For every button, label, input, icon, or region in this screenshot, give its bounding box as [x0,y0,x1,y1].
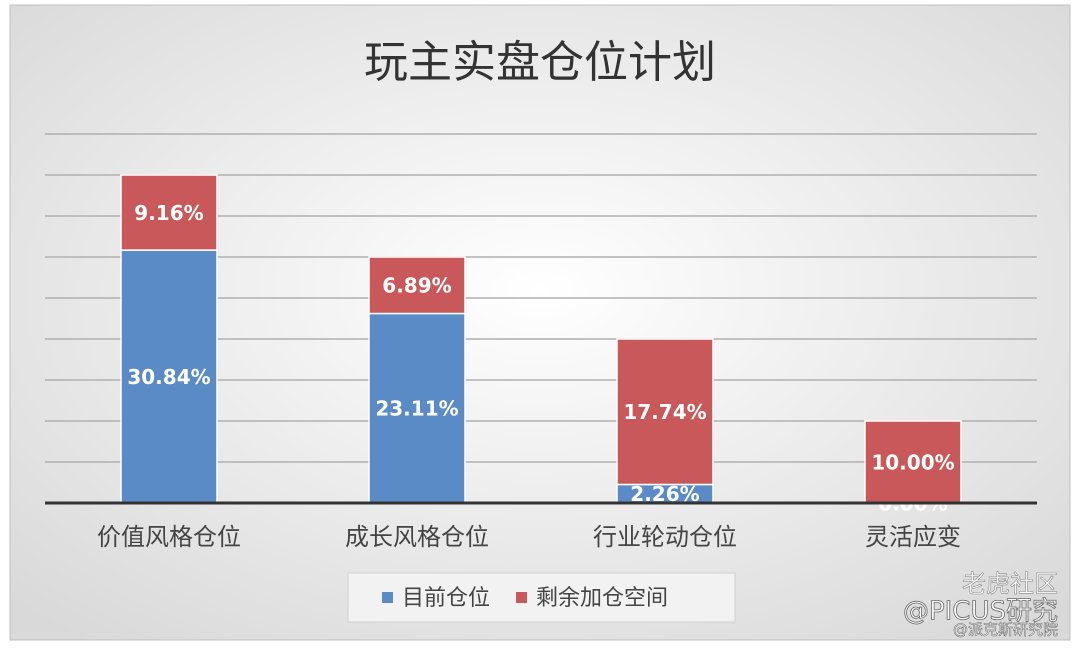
x-tick-label: 成长风格仓位 [345,523,489,551]
legend-box [347,572,736,623]
x-tick-label: 行业轮动仓位 [593,523,737,551]
chart-title: 玩主实盘仓位计划 [364,37,716,88]
data-label: 23.11% [375,397,458,421]
bar-segment [864,420,962,504]
data-label: 6.89% [382,274,451,298]
bar-segment [120,174,218,251]
data-label: 9.16% [134,201,203,225]
bar-segment [368,256,466,315]
x-tick-label: 灵活应变 [865,523,961,551]
bar-segment [616,338,714,486]
legend-swatch [382,592,393,603]
watermark: 老虎社区 [962,570,1058,598]
bar-segment [120,249,218,504]
watermark: @派克斯研究院 [953,621,1058,639]
legend-label: 目前仓位 [402,586,490,611]
data-label: 17.74% [623,400,706,424]
data-label: 30.84% [127,365,210,389]
x-tick-label: 价值风格仓位 [97,523,241,551]
data-label: 10.00% [871,451,954,475]
legend-label: 剩余加仓空间 [536,586,668,611]
plot: 价值风格仓位 30.84% 9.16% 成长风格仓位 23.11% 6.89% 行业轮动仓位… [45,133,1037,551]
legend-swatch [516,592,528,603]
watermark: @PICUS研究 [903,597,1058,627]
